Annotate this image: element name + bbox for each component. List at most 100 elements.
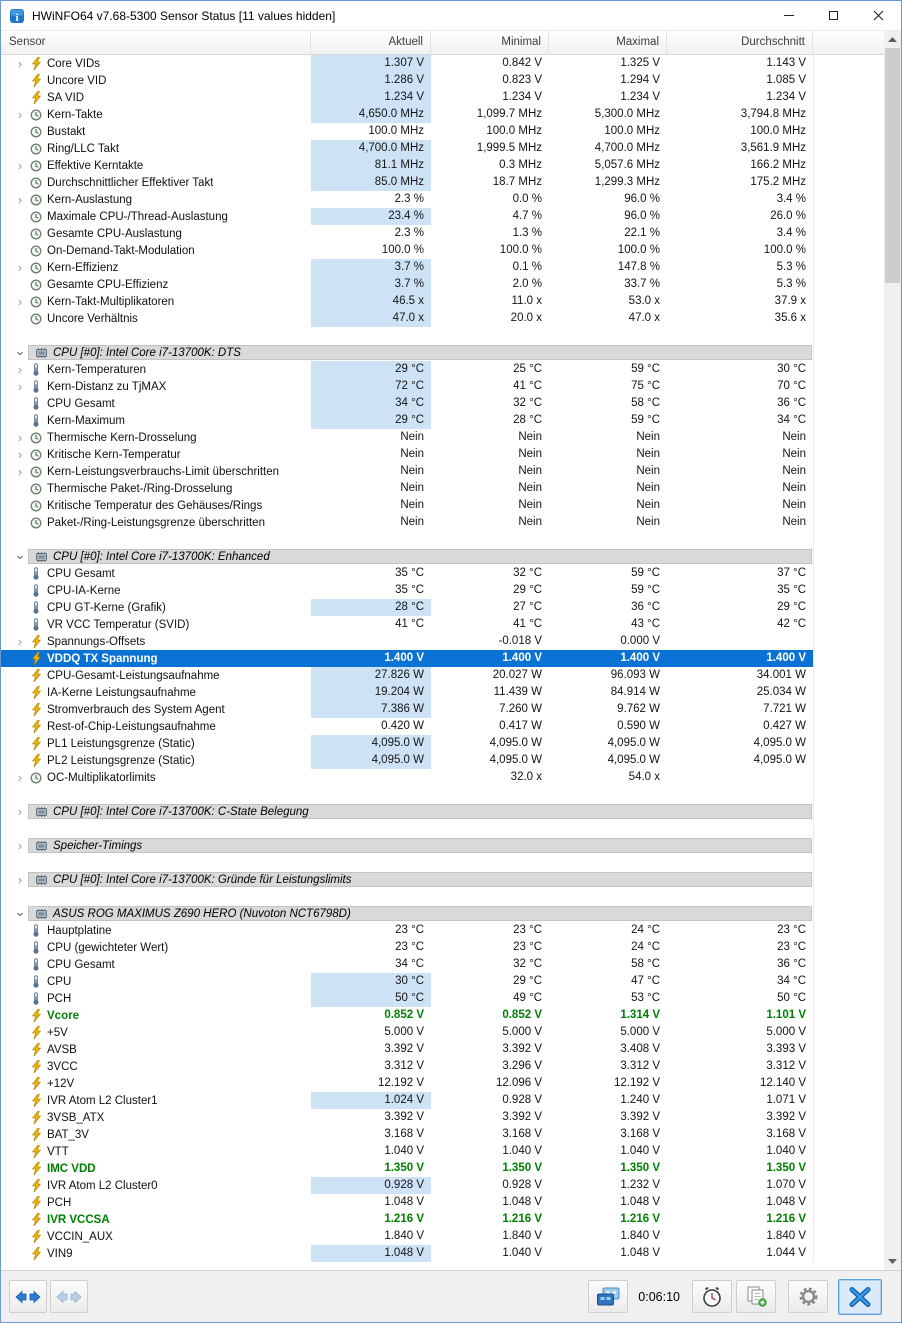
sensor-row[interactable]: 3VSB_ATX 3.392 V 3.392 V 3.392 V 3.392 V [1, 1109, 813, 1126]
nav-next-button[interactable] [50, 1280, 88, 1313]
scrollbar-thumb[interactable] [885, 48, 900, 283]
column-maximal[interactable]: Maximal [549, 31, 667, 55]
sensor-row[interactable]: › Kern-Leistungsverbrauchs-Limit überschr… [1, 463, 813, 480]
sensor-row[interactable]: AVSB 3.392 V 3.392 V 3.408 V 3.393 V [1, 1041, 813, 1058]
sensor-row[interactable]: PCH 50 °C 49 °C 53 °C 50 °C [1, 990, 813, 1007]
scroll-up-button[interactable] [884, 31, 901, 48]
section-header-row[interactable]: › CPU [#0]: Intel Core i7-13700K: Gründe … [1, 871, 813, 888]
sensor-row[interactable]: PCH 1.048 V 1.048 V 1.048 V 1.048 V [1, 1194, 813, 1211]
report-button[interactable] [736, 1280, 776, 1313]
section-header-row[interactable]: › ASUS ROG MAXIMUS Z690 HERO (Nuvoton NCT… [1, 905, 813, 922]
column-durchschnitt[interactable]: Durchschnitt [667, 31, 813, 55]
sensor-row[interactable]: Vcore 0.852 V 0.852 V 1.314 V 1.101 V [1, 1007, 813, 1024]
titlebar[interactable]: i HWiNFO64 v7.68-5300 Sensor Status [11 … [1, 1, 901, 31]
sensor-row[interactable]: Thermische Paket-/Ring-Drosselung Nein Nei… [1, 480, 813, 497]
sensor-row[interactable]: › Kern-Distanz zu TjMAX 72 °C 41 °C 75 °C 70 … [1, 378, 813, 395]
sensor-row[interactable]: › Kern-Effizienz 3.7 % 0.1 % 147.8 % 5.3 % [1, 259, 813, 276]
section-header-row[interactable]: › CPU [#0]: Intel Core i7-13700K: Enhance… [1, 548, 813, 565]
chevron-collapsed-icon[interactable]: › [17, 838, 23, 853]
sensor-row[interactable]: Stromverbrauch des System Agent 7.386 W 7.… [1, 701, 813, 718]
sensor-row[interactable]: Maximale CPU-/Thread-Auslastung 23.4 % 4.7… [1, 208, 813, 225]
sensor-row[interactable]: Bustakt 100.0 MHz 100.0 MHz 100.0 MHz 100.0 … [1, 123, 813, 140]
chevron-expanded-icon[interactable]: › [13, 351, 29, 356]
sensor-row[interactable]: +5V 5.000 V 5.000 V 5.000 V 5.000 V [1, 1024, 813, 1041]
clock-button[interactable] [692, 1280, 732, 1313]
column-minimal[interactable]: Minimal [431, 31, 549, 55]
vertical-scrollbar[interactable] [884, 31, 901, 1270]
chevron-collapsed-icon[interactable]: › [17, 260, 23, 275]
sensor-row[interactable]: VDDQ TX Spannung 1.400 V 1.400 V 1.400 V 1.4… [1, 650, 813, 667]
close-button[interactable] [856, 1, 901, 30]
chevron-expanded-icon[interactable]: › [13, 912, 29, 917]
sensor-row[interactable]: VR VCC Temperatur (SVID) 41 °C 41 °C 43 °C 4… [1, 616, 813, 633]
close-sensors-button[interactable] [838, 1278, 882, 1315]
section-header-row[interactable]: › CPU [#0]: Intel Core i7-13700K: DTS [1, 344, 813, 361]
chevron-collapsed-icon[interactable]: › [17, 294, 23, 309]
chevron-collapsed-icon[interactable]: › [17, 634, 23, 649]
chevron-collapsed-icon[interactable]: › [17, 379, 23, 394]
sensor-row[interactable]: IVR Atom L2 Cluster1 1.024 V 0.928 V 1.240 … [1, 1092, 813, 1109]
sensor-row[interactable]: › Kern-Temperaturen 29 °C 25 °C 59 °C 30 °C [1, 361, 813, 378]
sensor-windows-button[interactable] [588, 1280, 629, 1313]
sensor-row[interactable]: › Kritische Kern-Temperatur Nein Nein Nein Ne… [1, 446, 813, 463]
sensor-row[interactable]: Uncore VID 1.286 V 0.823 V 1.294 V 1.085 V [1, 72, 813, 89]
sensor-row[interactable]: › Thermische Kern-Drosselung Nein Nein Nein N… [1, 429, 813, 446]
sensor-row[interactable]: Gesamte CPU-Effizienz 3.7 % 2.0 % 33.7 % 5.3… [1, 276, 813, 293]
nav-previous-button[interactable] [9, 1280, 47, 1313]
sensor-row[interactable]: CPU-Gesamt-Leistungsaufnahme 27.826 W 20.0… [1, 667, 813, 684]
sensor-row[interactable]: › OC-Multiplikatorlimits 32.0 x 54.0 x [1, 769, 813, 786]
chevron-collapsed-icon[interactable]: › [17, 770, 23, 785]
sensor-row[interactable]: Kern-Maximum 29 °C 28 °C 59 °C 34 °C [1, 412, 813, 429]
sensor-row[interactable]: › Kern-Takt-Multiplikatoren 46.5 x 11.0 x 53… [1, 293, 813, 310]
sensor-row[interactable]: IA-Kerne Leistungsaufnahme 19.204 W 11.439… [1, 684, 813, 701]
sensor-row[interactable]: CPU GT-Kerne (Grafik) 28 °C 27 °C 36 °C 29 °… [1, 599, 813, 616]
sensor-row[interactable]: CPU-IA-Kerne 35 °C 29 °C 59 °C 35 °C [1, 582, 813, 599]
sensor-row[interactable]: Paket-/Ring-Leistungsgrenze überschritte… [1, 514, 813, 531]
sensor-row[interactable]: › Kern-Auslastung 2.3 % 0.0 % 96.0 % 3.4 % [1, 191, 813, 208]
settings-button[interactable] [788, 1280, 828, 1313]
chevron-collapsed-icon[interactable]: › [17, 464, 23, 479]
scroll-down-button[interactable] [884, 1253, 901, 1270]
sensor-row[interactable]: Durchschnittlicher Effektiver Takt 85.0 M… [1, 174, 813, 191]
chevron-collapsed-icon[interactable]: › [17, 192, 23, 207]
sensor-row[interactable]: VTT 1.040 V 1.040 V 1.040 V 1.040 V [1, 1143, 813, 1160]
column-sensor[interactable]: Sensor [1, 31, 311, 55]
sensor-row[interactable]: Rest-of-Chip-Leistungsaufnahme 0.420 W 0.4… [1, 718, 813, 735]
sensor-row[interactable]: On-Demand-Takt-Modulation 100.0 % 100.0 % 1… [1, 242, 813, 259]
sensor-row[interactable]: CPU 30 °C 29 °C 47 °C 34 °C [1, 973, 813, 990]
column-aktuell[interactable]: Aktuell [311, 31, 431, 55]
sensor-row[interactable]: CPU (gewichteter Wert) 23 °C 23 °C 24 °C 23 … [1, 939, 813, 956]
sensor-row[interactable]: IMC VDD 1.350 V 1.350 V 1.350 V 1.350 V [1, 1160, 813, 1177]
chevron-collapsed-icon[interactable]: › [17, 362, 23, 377]
sensor-row[interactable]: Uncore Verhältnis 47.0 x 20.0 x 47.0 x 35.6 … [1, 310, 813, 327]
sensor-row[interactable]: CPU Gesamt 35 °C 32 °C 59 °C 37 °C [1, 565, 813, 582]
chevron-collapsed-icon[interactable]: › [17, 872, 23, 887]
chevron-collapsed-icon[interactable]: › [17, 447, 23, 462]
sensor-row[interactable]: Kritische Temperatur des Gehäuses/Rings N… [1, 497, 813, 514]
sensor-row[interactable]: PL1 Leistungsgrenze (Static) 4,095.0 W 4,0… [1, 735, 813, 752]
sensor-row[interactable]: BAT_3V 3.168 V 3.168 V 3.168 V 3.168 V [1, 1126, 813, 1143]
sensor-row[interactable]: SA VID 1.234 V 1.234 V 1.234 V 1.234 V [1, 89, 813, 106]
sensor-row[interactable]: VIN9 1.048 V 1.040 V 1.048 V 1.044 V [1, 1245, 813, 1262]
section-header-row[interactable]: › CPU [#0]: Intel Core i7-13700K: C-State… [1, 803, 813, 820]
sensor-row[interactable]: › Effektive Kerntakte 81.1 MHz 0.3 MHz 5,057… [1, 157, 813, 174]
section-header-row[interactable]: › Speicher-Timings [1, 837, 813, 854]
sensor-row[interactable]: › Core VIDs 1.307 V 0.842 V 1.325 V 1.143 V [1, 55, 813, 72]
sensor-row[interactable]: CPU Gesamt 34 °C 32 °C 58 °C 36 °C [1, 956, 813, 973]
sensor-row[interactable]: Hauptplatine 23 °C 23 °C 24 °C 23 °C [1, 922, 813, 939]
sensor-row[interactable]: 3VCC 3.312 V 3.296 V 3.312 V 3.312 V [1, 1058, 813, 1075]
chevron-collapsed-icon[interactable]: › [17, 430, 23, 445]
chevron-collapsed-icon[interactable]: › [17, 107, 23, 122]
chevron-expanded-icon[interactable]: › [13, 555, 29, 560]
sensor-row[interactable]: +12V 12.192 V 12.096 V 12.192 V 12.140 V [1, 1075, 813, 1092]
sensor-row[interactable]: CPU Gesamt 34 °C 32 °C 58 °C 36 °C [1, 395, 813, 412]
sensor-row[interactable]: Ring/LLC Takt 4,700.0 MHz 1,999.5 MHz 4,700… [1, 140, 813, 157]
chevron-collapsed-icon[interactable]: › [17, 158, 23, 173]
chevron-collapsed-icon[interactable]: › [17, 804, 23, 819]
sensor-row[interactable]: IVR VCCSA 1.216 V 1.216 V 1.216 V 1.216 V [1, 1211, 813, 1228]
sensor-row[interactable]: › Spannungs-Offsets -0.018 V 0.000 V [1, 633, 813, 650]
maximize-button[interactable] [811, 1, 856, 30]
sensor-row[interactable]: Gesamte CPU-Auslastung 2.3 % 1.3 % 22.1 % 3.… [1, 225, 813, 242]
sensor-row[interactable]: › Kern-Takte 4,650.0 MHz 1,099.7 MHz 5,300.0… [1, 106, 813, 123]
sensor-row[interactable]: VCCIN_AUX 1.840 V 1.840 V 1.840 V 1.840 V [1, 1228, 813, 1245]
